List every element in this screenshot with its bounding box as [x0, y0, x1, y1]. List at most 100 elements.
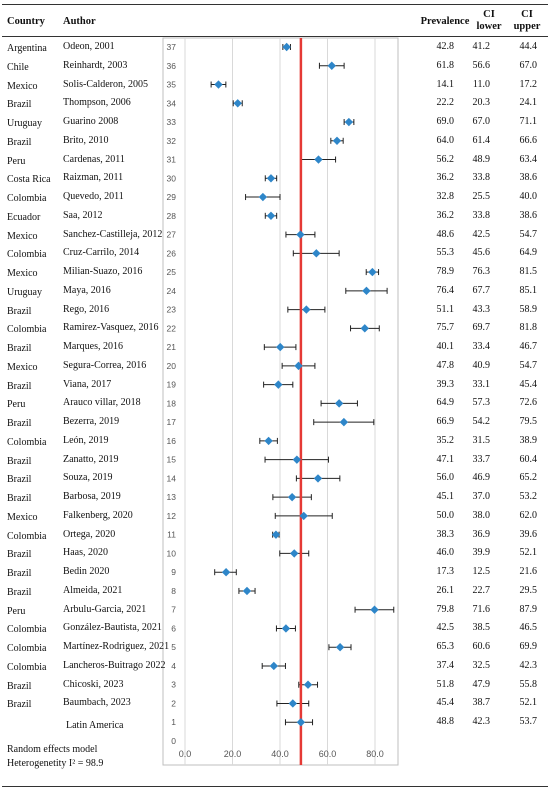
ci-upper-cell: 38.9	[519, 434, 538, 446]
y-tick-label: 22	[167, 323, 177, 333]
country-cell: Brazil	[7, 418, 32, 430]
ci-upper-cell: 46.5	[519, 622, 538, 634]
prevalence-cell: 78.9	[436, 266, 455, 278]
y-tick-label: 35	[167, 80, 177, 90]
ci-lower-cell: 48.9	[472, 153, 491, 165]
author-cell: Quevedo, 2011	[63, 191, 124, 203]
model-note: Random effects model	[7, 744, 98, 755]
ci-upper-cell: 79.5	[519, 416, 538, 428]
ci-upper-cell: 65.2	[519, 472, 538, 484]
country-cell: Brazil	[7, 99, 32, 111]
country-cell: Brazil	[7, 586, 32, 598]
country-cell: Peru	[7, 605, 26, 617]
country-cell: Argentina	[7, 43, 47, 54]
ci-upper-cell: 64.9	[519, 247, 538, 259]
y-tick-label: 32	[167, 136, 177, 146]
y-tick-label: 18	[167, 398, 177, 408]
prevalence-marker	[274, 380, 283, 389]
prevalence-cell: 76.4	[436, 284, 455, 296]
prevalence-marker	[221, 567, 231, 577]
country-cell: Colombia	[7, 436, 47, 448]
author-cell: Ortega, 2020	[63, 528, 116, 540]
ci-lower-cell: 42.5	[472, 228, 491, 240]
author-cell: Barbosa, 2019	[63, 491, 121, 503]
y-tick-label: 24	[167, 286, 177, 296]
prevalence-marker	[266, 174, 276, 183]
ci-lower-cell: 12.5	[472, 566, 491, 578]
author-cell: Segura-Correa, 2016	[63, 359, 147, 371]
country-cell: Brazil	[7, 493, 32, 505]
y-tick-label: 4	[171, 661, 176, 671]
ci-upper-cell: 53.7	[519, 716, 538, 728]
ci-upper-cell: 58.9	[519, 303, 538, 315]
prevalence-marker	[303, 680, 313, 689]
country-cell: Uruguay	[7, 286, 42, 298]
prevalence-marker	[299, 511, 308, 521]
header-prevalence: Prevalence	[420, 16, 470, 27]
ci-upper-cell: 72.6	[519, 397, 538, 409]
ci-upper-cell: 85.1	[519, 284, 538, 296]
prevalence-cell: 47.1	[436, 453, 455, 465]
prevalence-cell: 37.4	[436, 659, 455, 671]
ci-upper-cell: 81.8	[519, 322, 538, 334]
prevalence-cell: 64.9	[436, 397, 455, 409]
country-cell: Brazil	[7, 549, 32, 561]
author-cell: Baumbach, 2023	[63, 697, 131, 709]
prevalence-marker	[282, 42, 291, 52]
ci-upper-cell: 62.0	[519, 509, 538, 521]
prevalence-marker	[287, 492, 297, 502]
y-tick-label: 13	[167, 492, 177, 502]
y-tick-label: 31	[167, 155, 177, 165]
prevalence-marker	[302, 305, 311, 314]
y-tick-label: 8	[171, 586, 176, 596]
ci-lower-cell: 67.7	[472, 284, 491, 296]
prevalence-marker	[296, 230, 305, 239]
ci-lower-cell: 31.5	[472, 434, 491, 446]
y-tick-label: 25	[167, 267, 177, 277]
author-cell: Ramirez-Vasquez, 2016	[63, 322, 159, 334]
prevalence-marker	[334, 399, 344, 408]
ci-lower-cell: 33.8	[472, 172, 491, 184]
ci-upper-cell: 24.1	[519, 97, 538, 109]
prevalence-cell: 51.8	[436, 678, 455, 690]
prevalence-cell: 51.1	[436, 303, 455, 315]
y-tick-label: 12	[167, 511, 177, 521]
prevalence-cell: 64.0	[436, 134, 455, 146]
author-cell: Cruz-Carrilo, 2014	[63, 247, 140, 259]
prevalence-cell: 48.8	[436, 716, 455, 728]
ci-upper-cell: 55.8	[519, 678, 538, 690]
ci-lower-cell: 38.7	[472, 697, 491, 709]
ci-upper-cell: 17.2	[519, 78, 538, 90]
ci-lower-cell: 45.6	[472, 247, 491, 259]
y-tick-label: 1	[171, 717, 176, 727]
prevalence-cell: 46.0	[436, 547, 455, 559]
y-tick-label: 19	[167, 380, 177, 390]
ci-lower-cell: 46.9	[472, 472, 491, 484]
prevalence-marker	[312, 249, 321, 258]
prevalence-marker	[281, 624, 291, 633]
ci-lower-cell: 36.9	[472, 528, 491, 540]
prevalence-cell: 75.7	[436, 322, 455, 334]
y-tick-label: 14	[167, 473, 177, 483]
author-cell: Raizman, 2011	[63, 172, 124, 184]
prevalence-cell: 38.3	[436, 528, 455, 540]
ci-lower-cell: 39.9	[472, 547, 491, 559]
country-cell: Colombia	[7, 624, 47, 636]
ci-upper-cell: 38.6	[519, 209, 538, 221]
ci-lower-cell: 25.5	[472, 191, 491, 203]
prevalence-cell: 40.1	[436, 341, 455, 353]
ci-upper-cell: 63.4	[519, 153, 538, 165]
prevalence-cell: 45.4	[436, 697, 455, 709]
y-tick-label: 9	[171, 567, 176, 577]
author-cell: Odeon, 2001	[63, 41, 115, 52]
ci-upper-cell: 29.5	[519, 584, 538, 596]
prevalence-cell: 36.2	[436, 209, 455, 221]
country-cell: Brazil	[7, 136, 32, 148]
country-cell: Brazil	[7, 380, 32, 392]
prevalence-marker	[296, 718, 306, 727]
country-cell: Costa Rica	[7, 174, 51, 186]
y-tick-label: 11	[167, 530, 176, 540]
ci-lower-cell: 33.4	[472, 341, 491, 353]
